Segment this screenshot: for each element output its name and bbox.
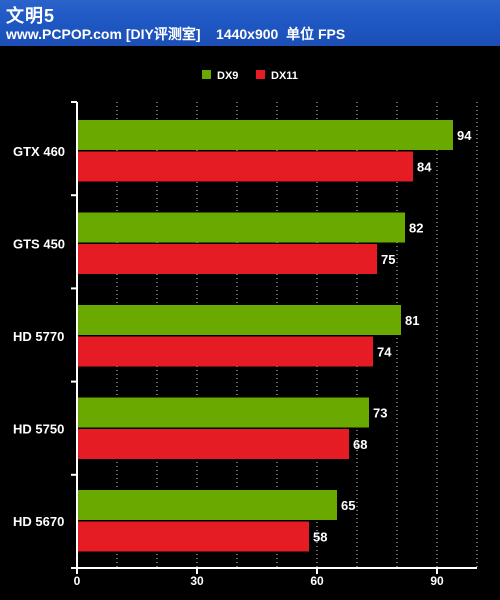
- bar-dx11-gts-450: [77, 244, 377, 274]
- data-label: 94: [457, 128, 472, 143]
- bar-dx9-gts-450: [77, 212, 405, 243]
- data-label: 81: [405, 313, 419, 328]
- chart-subtitle: www.PCPOP.com [DIY评测室] 1440x900 单位 FPS: [6, 26, 346, 42]
- x-tick-label: 0: [74, 574, 81, 588]
- bar-dx9-gtx-460: [77, 120, 453, 150]
- data-label: 82: [409, 221, 423, 236]
- data-label: 73: [373, 406, 387, 421]
- bar-dx11-hd-5770: [77, 336, 373, 367]
- category-label: HD 5750: [13, 422, 64, 437]
- category-label: HD 5770: [13, 329, 64, 344]
- bar-dx9-hd-5770: [77, 305, 401, 335]
- bar-dx9-hd-5670: [77, 490, 337, 520]
- legend-label-dx11: DX11: [271, 70, 298, 82]
- bar-dx11-hd-5750: [77, 429, 349, 459]
- data-label: 84: [417, 160, 432, 175]
- data-label: 65: [341, 498, 355, 513]
- legend-swatch-dx11: [256, 70, 265, 79]
- chart-header: 文明5 www.PCPOP.com [DIY评测室] 1440x900 单位 F…: [0, 0, 500, 46]
- bar-dx9-hd-5750: [77, 397, 369, 428]
- bar-dx11-hd-5670: [77, 521, 309, 552]
- category-label: GTS 450: [13, 237, 65, 252]
- data-label: 68: [353, 437, 367, 452]
- data-label: 74: [377, 345, 392, 360]
- bar-dx11-gtx-460: [77, 151, 413, 182]
- x-tick-label: 30: [190, 574, 204, 588]
- data-label: 75: [381, 252, 395, 267]
- legend-swatch-dx9: [202, 70, 211, 79]
- x-tick-label: 60: [310, 574, 324, 588]
- category-label: HD 5670: [13, 514, 64, 529]
- x-tick-label: 90: [430, 574, 444, 588]
- legend-label-dx9: DX9: [217, 70, 238, 82]
- chart-title: 文明5: [6, 6, 56, 26]
- data-label: 58: [313, 530, 327, 545]
- category-label: GTX 460: [13, 144, 65, 159]
